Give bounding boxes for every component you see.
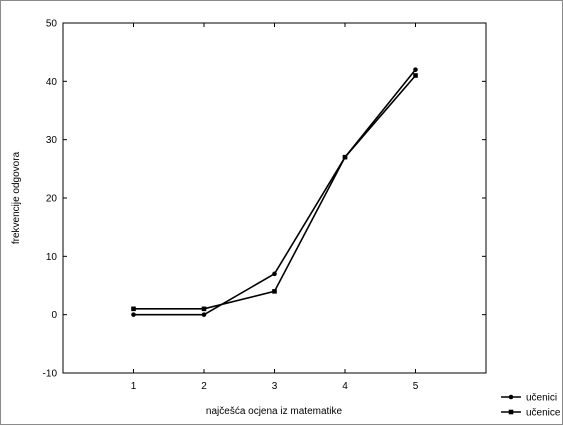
series-1 bbox=[131, 67, 418, 317]
data-point bbox=[413, 67, 418, 72]
x-tick-label: 2 bbox=[201, 381, 207, 392]
y-tick-label: 40 bbox=[46, 77, 58, 88]
plot-frame bbox=[62, 22, 487, 374]
ticks: -10 0 10 20 30 40 50 1 2 3 4 5 bbox=[43, 19, 486, 392]
legend-label: učenici bbox=[526, 393, 557, 404]
data-point bbox=[272, 271, 277, 277]
x-tick-label: 5 bbox=[413, 381, 419, 392]
data-point bbox=[201, 306, 207, 312]
axes bbox=[62, 22, 487, 374]
data-point bbox=[131, 312, 136, 317]
x-tick-label: 1 bbox=[131, 381, 137, 392]
data-point bbox=[201, 312, 207, 317]
y-tick-label: 30 bbox=[46, 135, 58, 146]
x-tick-label: 4 bbox=[342, 381, 348, 392]
series bbox=[131, 67, 418, 317]
legend-marker bbox=[508, 409, 514, 415]
data-point bbox=[413, 73, 418, 78]
legend: učenici učenice bbox=[501, 393, 561, 419]
y-tick-label: 50 bbox=[46, 19, 58, 30]
series-line bbox=[133, 69, 417, 316]
y-tick-label: 0 bbox=[51, 310, 57, 321]
y-tick-label: 20 bbox=[46, 194, 58, 205]
data-point bbox=[272, 289, 277, 294]
legend-item: učenici bbox=[501, 393, 557, 404]
y-axis-title: frekvencije odgovora bbox=[11, 151, 22, 244]
x-tick-label: 3 bbox=[272, 381, 278, 392]
legend-label: učenice bbox=[526, 408, 561, 419]
legend-item: učenice bbox=[501, 408, 561, 419]
series-2 bbox=[131, 73, 418, 312]
x-axis-title: najčešća ocjena iz matematike bbox=[206, 406, 343, 417]
y-tick-label: -10 bbox=[43, 369, 58, 380]
data-point bbox=[131, 306, 136, 312]
data-point bbox=[342, 154, 348, 160]
legend-marker bbox=[508, 394, 514, 400]
y-tick-label: 10 bbox=[46, 252, 58, 263]
